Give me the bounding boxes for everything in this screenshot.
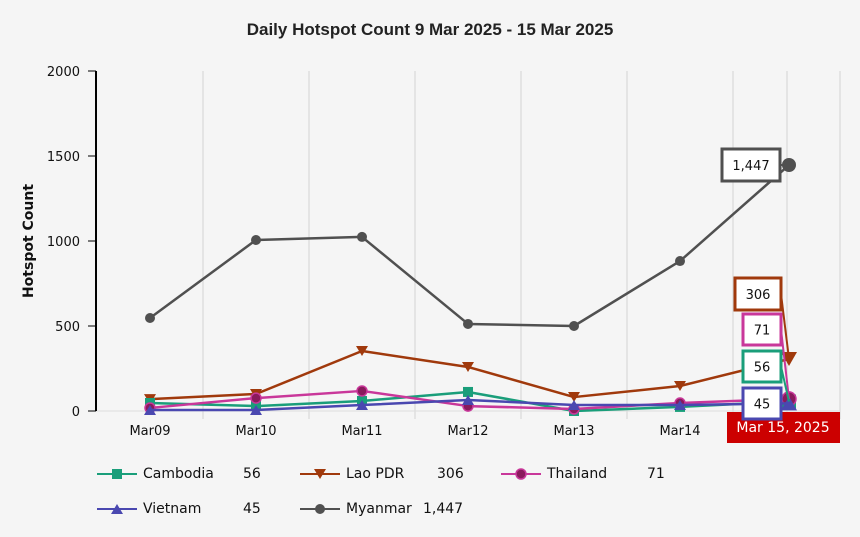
- data-point-cambodia: [463, 386, 473, 397]
- legend-label: Thailand: [547, 466, 608, 482]
- data-point-myanmar: [357, 231, 367, 242]
- x-tick-label: Mar11: [341, 424, 382, 439]
- tooltip-lao-pdr: [733, 276, 783, 312]
- y-axis-label: Hotspot Count: [21, 184, 37, 298]
- data-point-vietnam: [568, 400, 580, 411]
- circle-marker-icon: [501, 468, 541, 480]
- plot-area: [96, 71, 840, 411]
- tooltip-thailand: [741, 312, 783, 347]
- legend-label: Myanmar: [346, 501, 412, 517]
- data-point-myanmar: [675, 256, 685, 267]
- legend-value-myanmar: 1,447: [423, 501, 464, 517]
- square-marker-icon: [97, 469, 137, 479]
- legend-label: Vietnam: [143, 501, 202, 517]
- legend-item-lao-pdr[interactable]: Lao PDR: [300, 466, 404, 482]
- circle-marker-icon: [300, 504, 340, 514]
- data-point-vietnam: [356, 400, 368, 411]
- data-point-lao-pdr: [568, 392, 580, 403]
- tooltip-myanmar-value: 1,447: [732, 159, 769, 174]
- triangle-down-marker-icon: [300, 469, 340, 479]
- tooltip-lao-pdr-value: 306: [746, 288, 771, 303]
- legend-item-thailand[interactable]: Thailand: [501, 466, 607, 482]
- data-point-vietnam: [462, 394, 474, 405]
- data-point-thailand: [250, 392, 262, 404]
- data-point-myanmar: [145, 313, 155, 324]
- legend-label: Cambodia: [143, 466, 214, 482]
- x-tick-label: Mar12: [447, 424, 488, 439]
- legend-value-lao-pdr: 306: [437, 466, 464, 482]
- tooltip-vietnam-value: 45: [754, 398, 771, 413]
- y-tick-label: 0: [72, 405, 80, 420]
- legend-item-cambodia[interactable]: Cambodia: [97, 466, 214, 482]
- legend-value-thailand: 71: [647, 466, 665, 482]
- chart-title: Daily Hotspot Count 9 Mar 2025 - 15 Mar …: [246, 20, 614, 39]
- highlight-date-label: Mar 15, 2025: [736, 420, 829, 436]
- triangle-up-marker-icon: [97, 504, 137, 514]
- data-point-lao-pdr: [462, 361, 474, 372]
- data-point-lao-pdr: [674, 381, 686, 392]
- x-tick-label: Mar13: [553, 424, 594, 439]
- data-point-vietnam: [250, 404, 262, 415]
- data-point-vietnam: [144, 404, 156, 415]
- data-point-thailand: [356, 385, 368, 397]
- tooltip-vietnam: [741, 386, 783, 421]
- legend-item-myanmar[interactable]: Myanmar: [300, 501, 412, 517]
- y-tick-label: 2000: [47, 65, 80, 80]
- data-point-myanmar: [569, 321, 579, 331]
- data-point-myanmar: [463, 318, 473, 329]
- legend-value-cambodia: 56: [243, 466, 261, 482]
- y-tick-label: 1500: [47, 150, 80, 165]
- legend-value-vietnam: 45: [243, 501, 261, 517]
- data-point-lao-pdr: [356, 345, 368, 356]
- legend-item-vietnam[interactable]: Vietnam: [97, 501, 201, 517]
- x-tick-label: Mar14: [659, 424, 700, 439]
- x-tick-label: Mar10: [235, 424, 276, 439]
- tooltip-cambodia: [741, 349, 783, 384]
- y-tick-label: 1000: [47, 235, 80, 250]
- data-point-myanmar: [251, 234, 261, 245]
- data-point-vietnam: [674, 400, 686, 411]
- y-tick-label: 500: [55, 320, 80, 335]
- x-tick-label: Mar09: [129, 424, 170, 439]
- tooltip-thailand-value: 71: [754, 324, 771, 339]
- tooltip-cambodia-value: 56: [754, 361, 771, 376]
- tooltip-myanmar: [720, 147, 782, 183]
- legend-label: Lao PDR: [346, 466, 405, 482]
